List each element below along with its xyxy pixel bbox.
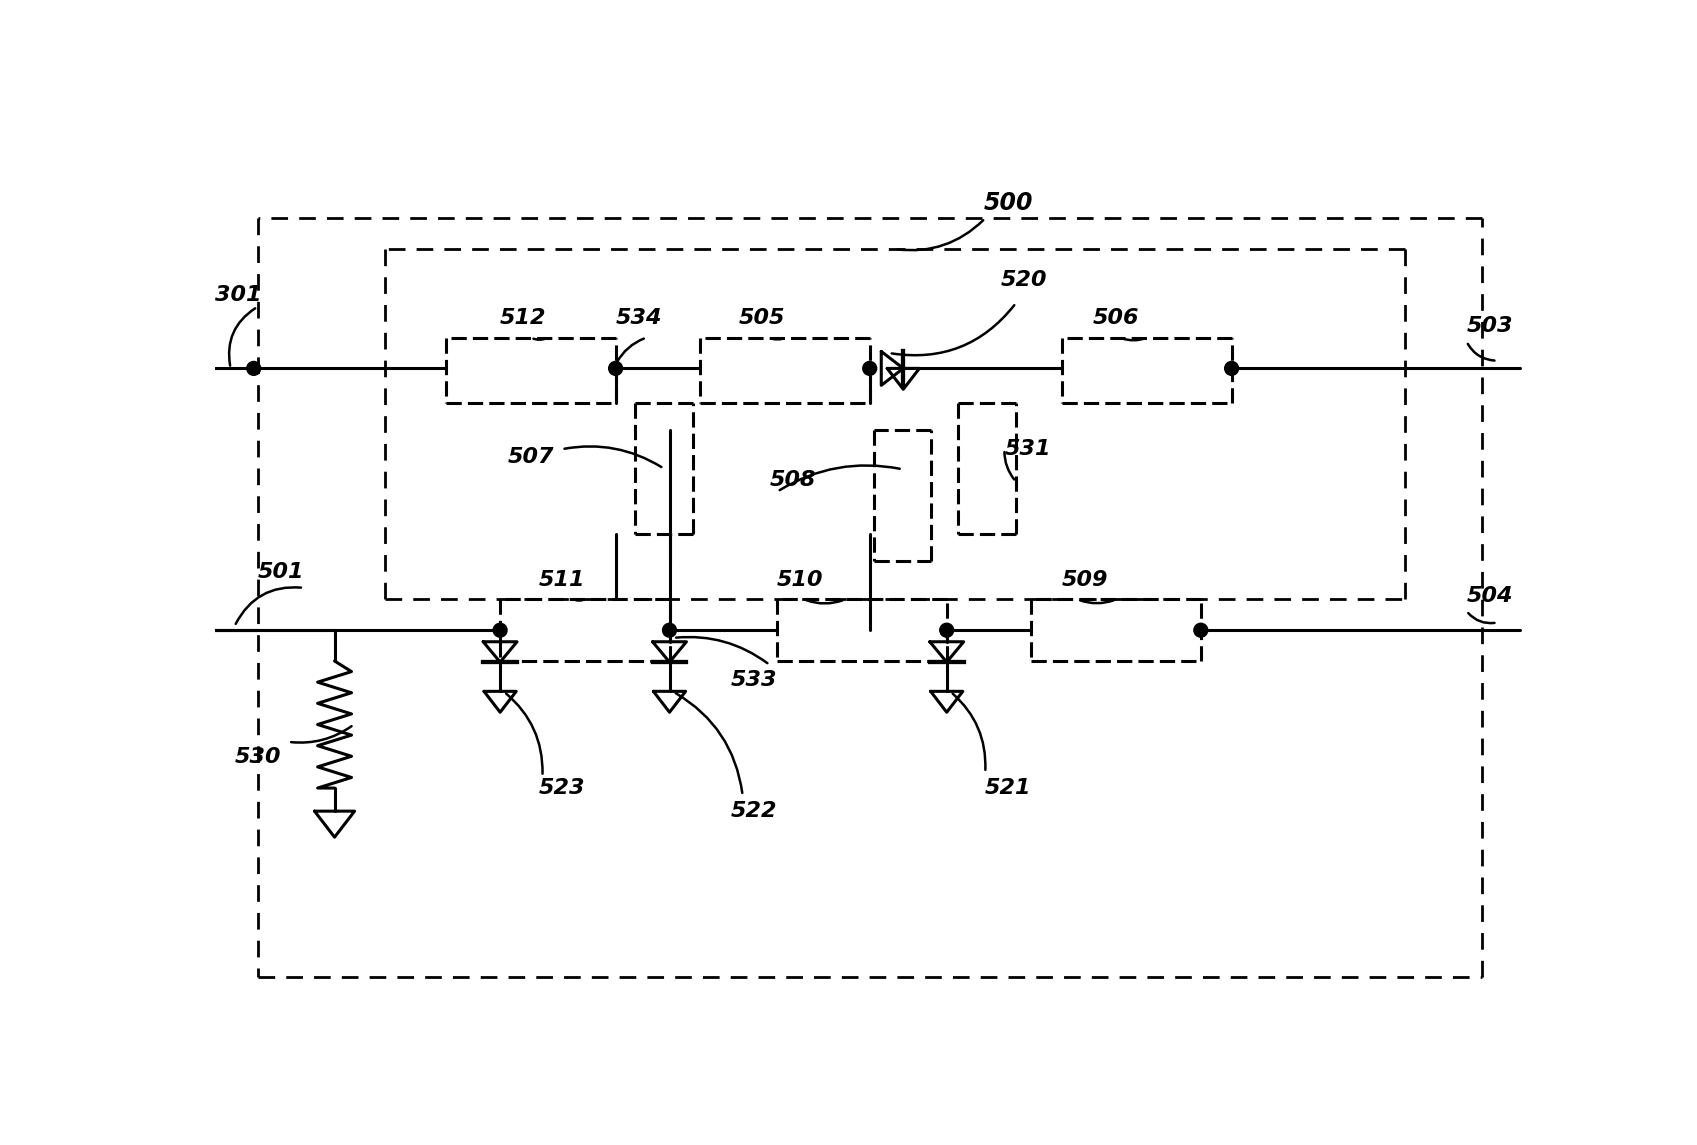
Text: 531: 531 <box>1005 440 1050 459</box>
Text: 523: 523 <box>538 779 585 798</box>
Text: 522: 522 <box>731 802 777 821</box>
Circle shape <box>940 623 954 637</box>
Circle shape <box>662 623 677 637</box>
Text: 506: 506 <box>1093 308 1139 329</box>
Text: 508: 508 <box>769 471 816 490</box>
Text: 507: 507 <box>507 447 555 467</box>
Text: 534: 534 <box>616 308 662 329</box>
Text: 533: 533 <box>731 670 777 690</box>
Text: 503: 503 <box>1466 316 1512 335</box>
Text: 521: 521 <box>984 779 1032 798</box>
Text: 509: 509 <box>1062 570 1108 590</box>
Circle shape <box>1195 623 1208 637</box>
Circle shape <box>246 362 261 376</box>
Text: 530: 530 <box>234 748 280 767</box>
Text: 510: 510 <box>777 570 823 590</box>
Text: 500: 500 <box>984 191 1033 215</box>
Text: 512: 512 <box>501 308 546 329</box>
Text: 520: 520 <box>1001 270 1047 290</box>
Circle shape <box>862 362 877 376</box>
Circle shape <box>494 623 507 637</box>
Text: 505: 505 <box>738 308 786 329</box>
Text: 504: 504 <box>1466 585 1512 606</box>
Text: 501: 501 <box>258 562 304 583</box>
Circle shape <box>1225 362 1239 376</box>
Text: 301: 301 <box>216 285 261 306</box>
Circle shape <box>609 362 623 376</box>
Text: 511: 511 <box>538 570 585 590</box>
